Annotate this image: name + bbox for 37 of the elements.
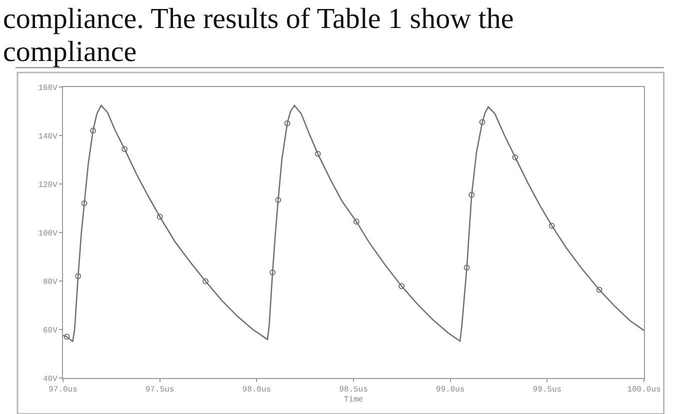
point bbox=[75, 273, 82, 280]
point bbox=[270, 270, 276, 276]
point bbox=[314, 150, 321, 157]
point bbox=[512, 154, 518, 160]
y-tick-label: 160V bbox=[38, 84, 58, 93]
x-tick-label: 98.0us bbox=[242, 386, 272, 395]
x-tick-label: 100.0us bbox=[627, 386, 661, 395]
point bbox=[202, 278, 209, 284]
point bbox=[596, 286, 602, 293]
point bbox=[464, 264, 470, 271]
y-tick-label: 80V bbox=[42, 278, 58, 287]
point bbox=[275, 197, 282, 204]
y-tick-label: 60V bbox=[42, 326, 58, 336]
point bbox=[398, 283, 405, 290]
point bbox=[64, 334, 70, 340]
x-tick-label: 97.5us bbox=[145, 386, 174, 395]
text: compliance bbox=[3, 36, 137, 68]
y-tick-label: 140V bbox=[38, 132, 58, 142]
point bbox=[90, 128, 96, 134]
point bbox=[353, 218, 360, 225]
y-tick-label: 100V bbox=[38, 229, 58, 238]
x-axis-title: Time bbox=[344, 396, 364, 405]
x-tick-label: 97.0us bbox=[48, 386, 78, 395]
point bbox=[156, 214, 163, 220]
point bbox=[284, 120, 290, 126]
point bbox=[548, 222, 555, 229]
x-tick-label: 99.5us bbox=[532, 386, 562, 395]
point bbox=[479, 119, 486, 126]
point bbox=[122, 146, 128, 152]
y-tick-label: 120V bbox=[38, 180, 58, 190]
x-tick-label: 99.0us bbox=[436, 386, 465, 395]
point bbox=[81, 200, 88, 206]
x-tick-label: 98.5us bbox=[339, 386, 368, 395]
point bbox=[468, 192, 475, 198]
line-series bbox=[63, 104, 644, 342]
text: compliance. The results of Table 1 show the bbox=[3, 3, 514, 35]
y-tick-label: 40V bbox=[42, 374, 58, 384]
